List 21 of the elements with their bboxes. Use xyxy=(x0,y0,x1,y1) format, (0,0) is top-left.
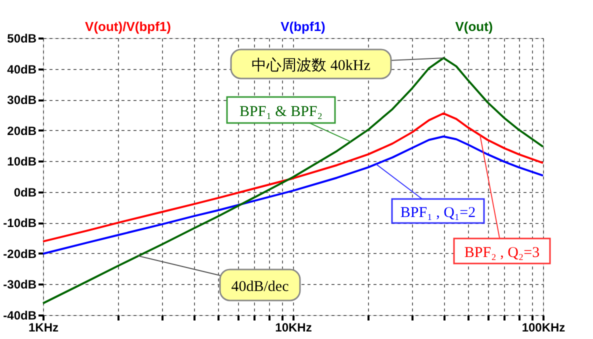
text: V(out) xyxy=(455,19,493,34)
text: V(out)/V(bpf1) xyxy=(85,19,171,34)
x-tick-label: 1KHz xyxy=(28,320,59,334)
annotation: BPF₂ , Q₂=3 xyxy=(464,245,540,261)
y-tick-label: -30dB xyxy=(3,278,37,292)
y-tick-label: 50dB xyxy=(7,32,37,46)
x-tick-label: 100KHz xyxy=(522,320,566,334)
y-tick-label: 40dB xyxy=(7,62,37,76)
y-tick-label: 0dB xyxy=(14,185,37,200)
annotation: BPF₁ , Q₁=2 xyxy=(400,205,476,221)
x-tick-label: 10KHz xyxy=(275,320,312,334)
y-tick-label: 10dB xyxy=(7,154,37,169)
y-tick-label: -10dB xyxy=(3,216,37,230)
y-tick-label: -20dB xyxy=(3,246,37,261)
y-tick-label: -40dB xyxy=(3,308,37,322)
y-tick-label: 30dB xyxy=(7,93,37,108)
annotation: 中心周波数 40kHz xyxy=(252,57,371,74)
y-tick-label: 20dB xyxy=(7,124,37,138)
text: V(bpf1) xyxy=(280,19,326,34)
annotation: BPF₁ & BPF₂ xyxy=(239,104,323,120)
annotation: 40dB/dec xyxy=(231,279,290,295)
